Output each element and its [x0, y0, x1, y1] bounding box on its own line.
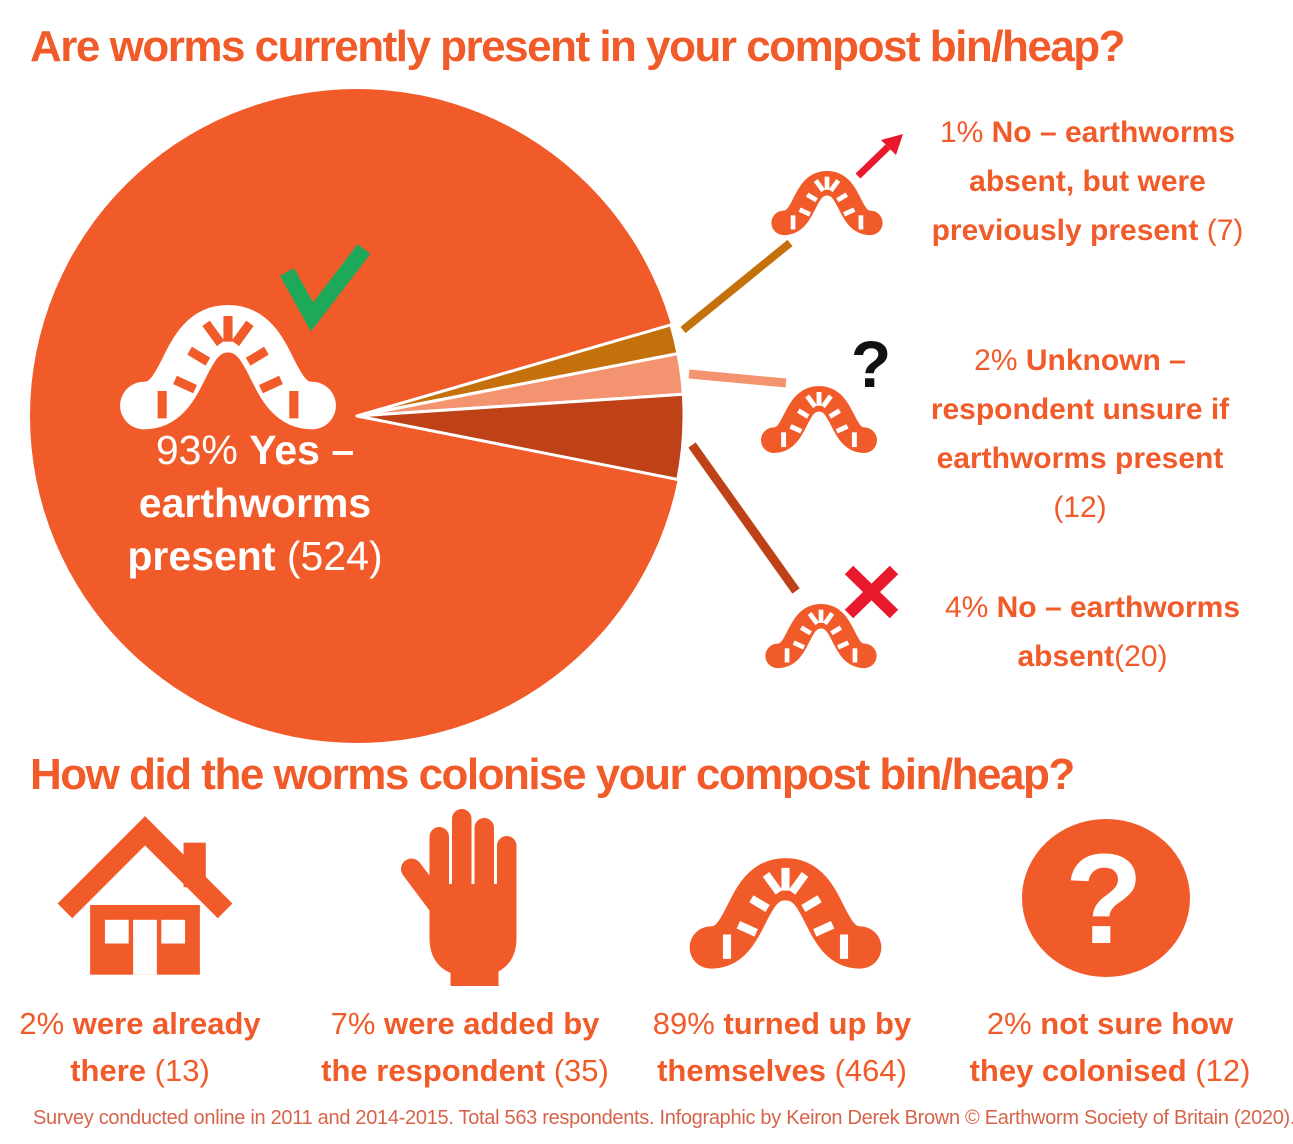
worm-icon [778, 610, 865, 663]
pie-main-label: 93% Yes – earthworms present (524) [127, 427, 383, 579]
caption-turned-up: 89% turned up by themselves (464) [652, 1006, 912, 1088]
house-icon [65, 831, 225, 975]
worm-icon [711, 868, 861, 959]
leader-line-salmon [688, 369, 787, 388]
leader-line-rust [688, 442, 800, 594]
caption-not-sure: 2% not sure how they colonised (12) [969, 1006, 1251, 1088]
question-mark-icon: ? [851, 327, 891, 401]
caption-added-by-respondent: 7% were added by the respondent (35) [321, 1006, 609, 1088]
pie-slice-no-absent [355, 392, 686, 481]
arrow-up-right-icon [855, 134, 903, 179]
hand-icon [412, 809, 517, 986]
callout-no-previously-present: 1% No – earthworms absent, but were previo… [931, 116, 1244, 247]
worm-icon [784, 177, 871, 230]
cross-icon [844, 565, 899, 619]
leader-line-amber [680, 239, 793, 334]
source-note: Survey conducted online in 2011 and 2014… [33, 1107, 1293, 1129]
question2-title: How did the worms colonise your compost … [30, 750, 1075, 799]
callout-no-absent: 4% No – earthworms absent(20) [944, 591, 1241, 673]
pie-chart [30, 89, 686, 743]
check-icon [280, 244, 371, 332]
caption-already-there: 2% were already there (13) [19, 1006, 261, 1088]
callout-unknown: 2% Unknown – respondent unsure if earthwor… [930, 344, 1230, 524]
svg-text:?: ? [1065, 828, 1143, 971]
circle-question-icon: ? [1022, 819, 1190, 977]
question1-title: Are worms currently present in your comp… [30, 22, 1126, 71]
